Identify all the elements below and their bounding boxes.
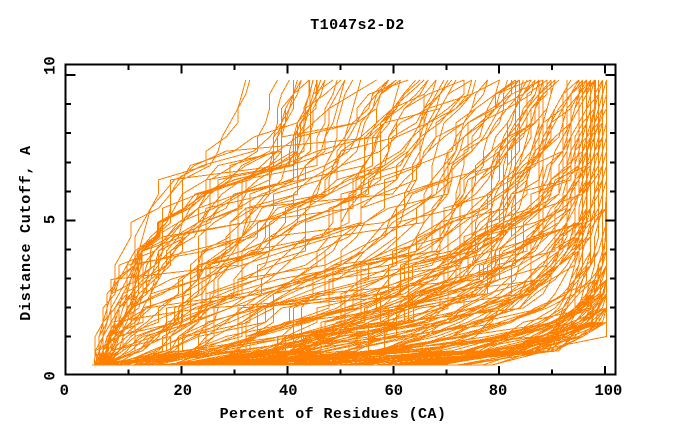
svg-text:T1047s2-D2: T1047s2-D2 bbox=[310, 17, 405, 34]
svg-text:40: 40 bbox=[279, 382, 298, 400]
svg-text:0: 0 bbox=[42, 371, 60, 380]
svg-text:20: 20 bbox=[173, 382, 192, 400]
svg-text:0: 0 bbox=[60, 382, 69, 400]
svg-text:Percent of Residues (CA): Percent of Residues (CA) bbox=[220, 406, 447, 423]
svg-text:100: 100 bbox=[594, 382, 622, 400]
svg-text:10: 10 bbox=[42, 56, 60, 75]
svg-text:Distance Cutoff, A: Distance Cutoff, A bbox=[18, 145, 35, 321]
svg-text:80: 80 bbox=[489, 382, 508, 400]
svg-text:60: 60 bbox=[384, 382, 403, 400]
svg-text:5: 5 bbox=[42, 215, 60, 224]
